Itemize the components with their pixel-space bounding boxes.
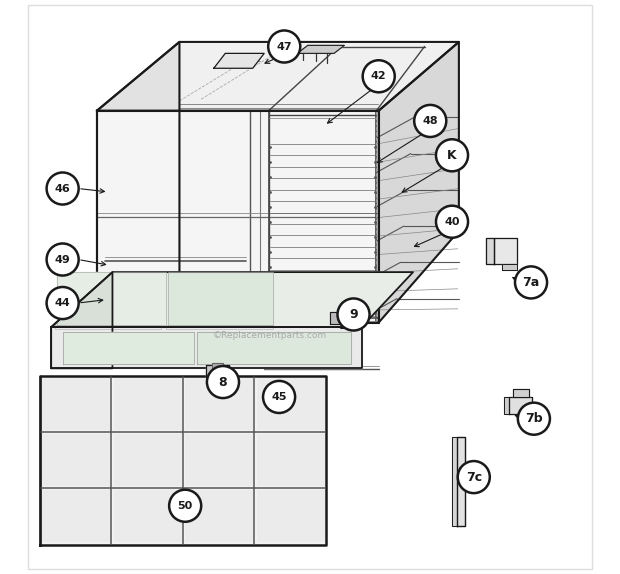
Polygon shape	[166, 325, 273, 329]
Polygon shape	[457, 437, 464, 526]
Polygon shape	[51, 272, 413, 327]
Polygon shape	[298, 45, 344, 53]
Circle shape	[46, 172, 79, 204]
Bar	[185, 433, 254, 486]
Polygon shape	[211, 363, 223, 370]
Circle shape	[363, 60, 395, 92]
Bar	[185, 378, 254, 430]
Circle shape	[458, 461, 490, 493]
Polygon shape	[57, 272, 166, 325]
Circle shape	[436, 139, 468, 171]
Bar	[113, 433, 182, 486]
Polygon shape	[63, 332, 194, 364]
Circle shape	[46, 243, 79, 276]
Text: K: K	[447, 149, 457, 162]
Circle shape	[518, 403, 550, 435]
Polygon shape	[97, 42, 179, 323]
Circle shape	[207, 366, 239, 398]
Bar	[257, 490, 325, 542]
Bar	[113, 490, 182, 542]
Text: 44: 44	[55, 298, 71, 308]
Circle shape	[337, 298, 370, 331]
Bar	[42, 378, 110, 430]
Circle shape	[414, 105, 446, 137]
Polygon shape	[97, 111, 379, 323]
Text: 50: 50	[177, 501, 193, 511]
Polygon shape	[214, 53, 264, 68]
Polygon shape	[509, 397, 532, 414]
Text: 42: 42	[371, 71, 386, 82]
Text: 7b: 7b	[525, 412, 542, 425]
Polygon shape	[513, 389, 529, 397]
Polygon shape	[51, 327, 361, 369]
Circle shape	[169, 490, 202, 522]
Text: 9: 9	[349, 308, 358, 321]
Text: 40: 40	[445, 217, 460, 227]
Bar	[113, 378, 182, 430]
Polygon shape	[55, 325, 161, 329]
Text: 47: 47	[277, 41, 292, 52]
Polygon shape	[330, 312, 347, 324]
Circle shape	[436, 205, 468, 238]
Text: 49: 49	[55, 254, 71, 265]
Bar	[257, 378, 325, 430]
Circle shape	[515, 266, 547, 298]
Polygon shape	[168, 272, 273, 325]
Bar	[257, 433, 325, 486]
Text: 7c: 7c	[466, 471, 482, 484]
Text: 48: 48	[422, 116, 438, 126]
Polygon shape	[206, 365, 229, 378]
Polygon shape	[502, 264, 517, 270]
Text: 45: 45	[272, 392, 287, 402]
Polygon shape	[51, 272, 112, 369]
Polygon shape	[452, 437, 457, 526]
Bar	[42, 433, 110, 486]
Polygon shape	[494, 238, 517, 264]
Circle shape	[46, 287, 79, 319]
Polygon shape	[40, 376, 326, 545]
Polygon shape	[197, 332, 351, 364]
Bar	[185, 490, 254, 542]
Polygon shape	[503, 397, 509, 414]
Circle shape	[263, 381, 295, 413]
Text: 8: 8	[219, 375, 228, 389]
Polygon shape	[379, 42, 459, 323]
Polygon shape	[97, 42, 459, 111]
Polygon shape	[486, 238, 494, 264]
Text: 46: 46	[55, 184, 71, 193]
Bar	[42, 490, 110, 542]
Text: ©Replacementparts.com: ©Replacementparts.com	[213, 331, 327, 340]
Text: 7a: 7a	[523, 276, 539, 289]
Circle shape	[268, 30, 300, 63]
